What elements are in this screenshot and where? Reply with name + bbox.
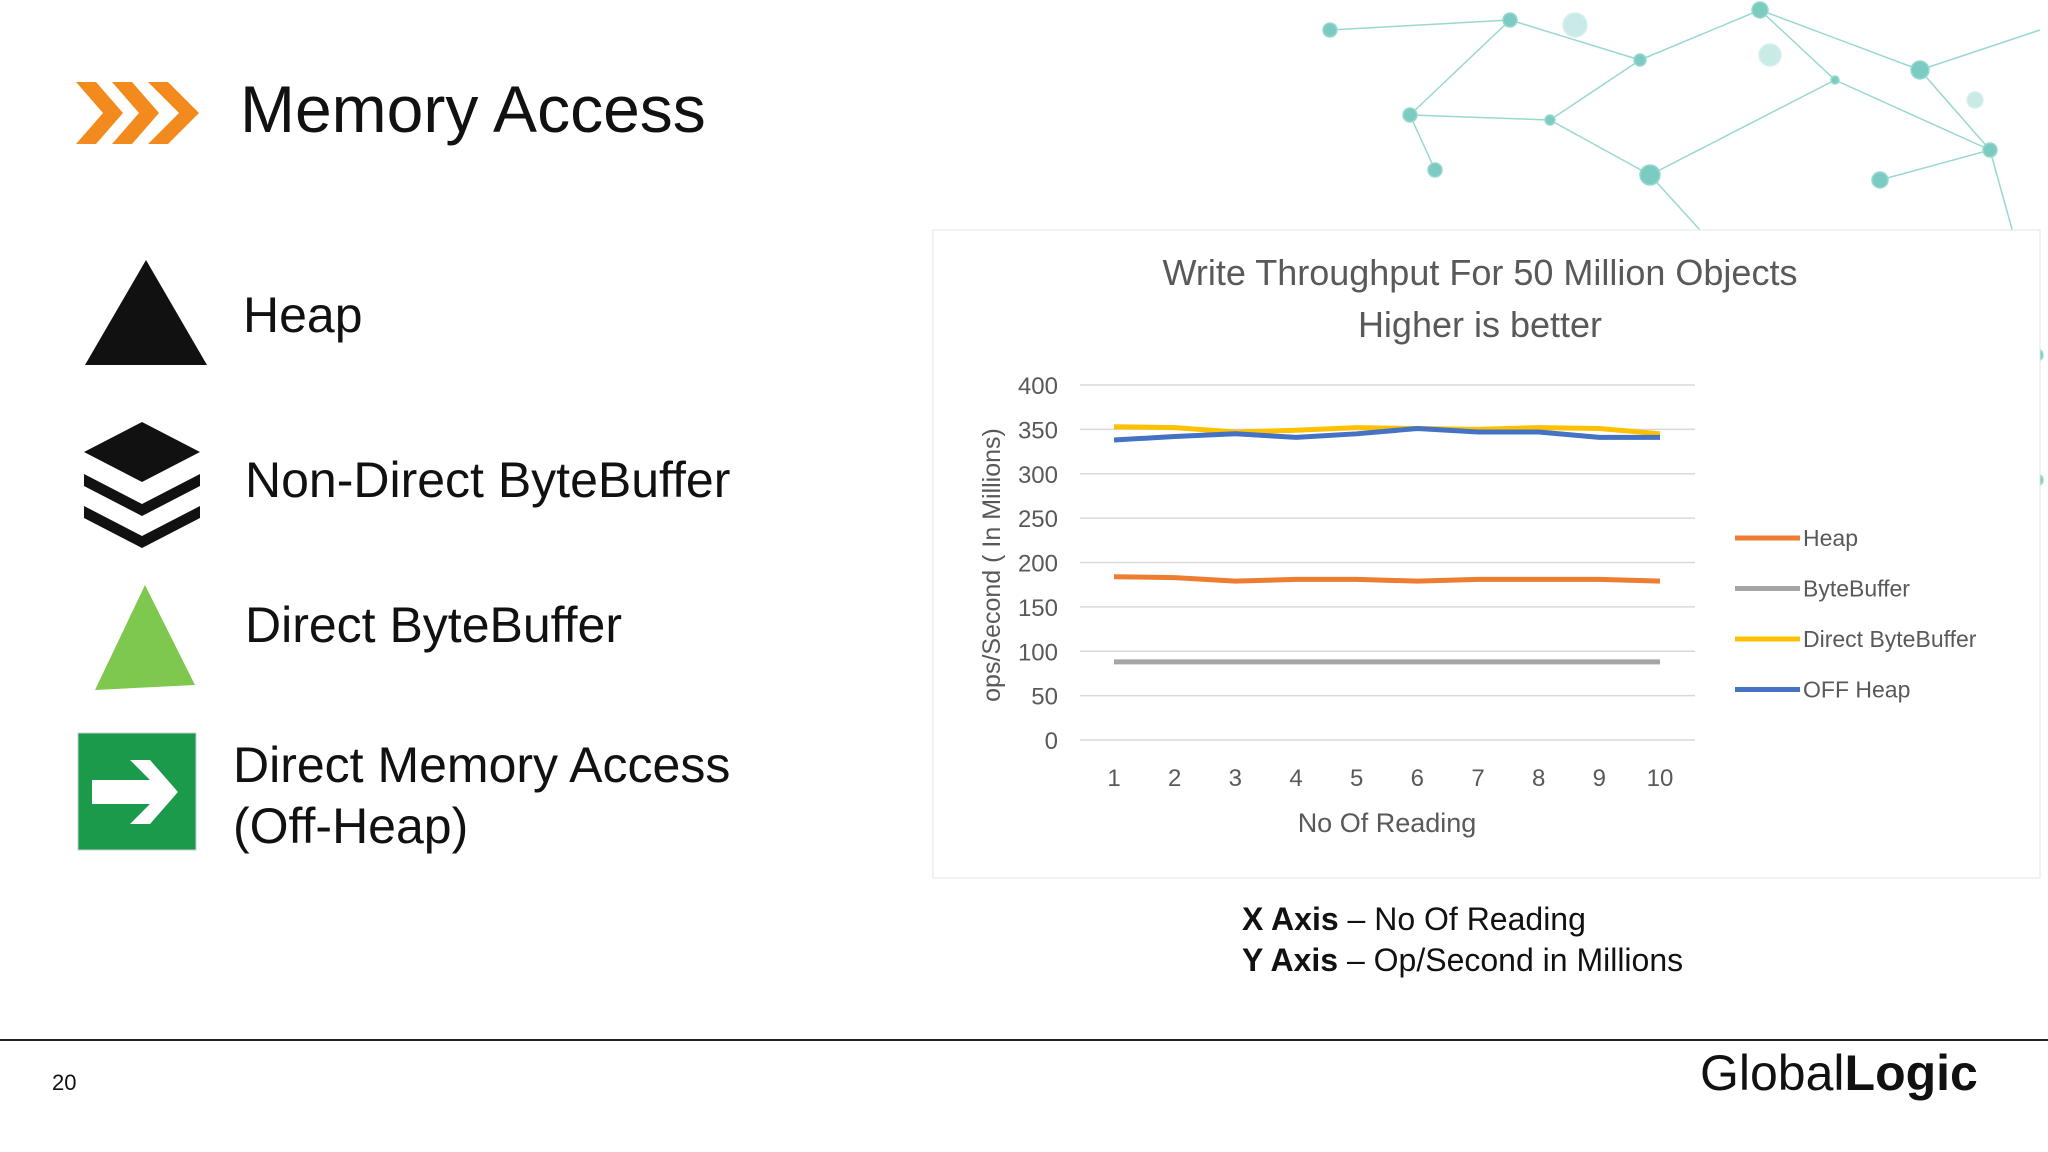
legend-label: Heap: [1803, 525, 1858, 551]
page-number: 20: [52, 1070, 76, 1095]
x-tick-label: 10: [1647, 765, 1674, 792]
y-tick-label: 250: [1018, 506, 1058, 533]
x-tick-label: 3: [1229, 765, 1242, 792]
y-tick-label: 200: [1018, 551, 1058, 578]
y-tick-label: 0: [1045, 728, 1058, 755]
legend-label: ByteBuffer: [1803, 576, 1910, 602]
note: Y Axis – Op/Second in Millions: [1242, 942, 1683, 978]
y-tick-label: 150: [1018, 595, 1058, 622]
item-label: (Off-Heap): [233, 798, 468, 854]
y-tick-label: 400: [1018, 373, 1058, 400]
series-line: [1113, 425, 1660, 443]
x-tick-label: 5: [1350, 765, 1363, 792]
series-line: [1113, 424, 1661, 437]
item-label: Direct Memory Access: [233, 737, 730, 793]
y-tick-label: 50: [1031, 684, 1058, 711]
y-tick-label: 100: [1018, 639, 1058, 666]
pyramid-icon: [85, 260, 207, 365]
note-label: X Axis: [1242, 901, 1339, 937]
note-text: – No Of Reading: [1339, 901, 1586, 937]
x-tick-label: 4: [1289, 765, 1302, 792]
binary-icon: [95, 585, 195, 690]
y-tick-label: 300: [1018, 462, 1058, 489]
chevron-icon: [76, 82, 199, 144]
x-tick-label: 1: [1107, 765, 1120, 792]
y-axis-label: ops/Second ( In Millions): [978, 428, 1006, 702]
chart-title: Write Throughput For 50 Million Objects: [1163, 252, 1798, 293]
layers-icon: [84, 422, 200, 548]
note: X Axis – No Of Reading: [1242, 901, 1586, 937]
legend-label: Direct ByteBuffer: [1803, 626, 1977, 652]
legend-label: OFF Heap: [1803, 677, 1910, 703]
y-tick-label: 350: [1018, 417, 1058, 444]
chart-panel: [932, 229, 2041, 879]
x-tick-label: 8: [1532, 765, 1545, 792]
item-label: Heap: [243, 287, 363, 343]
series-line: [1113, 574, 1661, 584]
arrow-glyph: [92, 760, 178, 824]
x-tick-label: 6: [1411, 765, 1424, 792]
x-axis-label: No Of Reading: [1298, 808, 1477, 838]
slide-title: Memory Access: [240, 72, 706, 146]
x-tick-label: 7: [1471, 765, 1484, 792]
logo: GlobalLogic: [1700, 1045, 1978, 1101]
note-label: Y Axis: [1242, 942, 1338, 978]
x-tick-label: 2: [1168, 765, 1181, 792]
x-tick-label: 9: [1593, 765, 1606, 792]
logo-light: Global: [1700, 1045, 1845, 1101]
note-text: – Op/Second in Millions: [1338, 942, 1683, 978]
item-label: Direct ByteBuffer: [245, 597, 622, 653]
item-label: Non-Direct ByteBuffer: [245, 452, 730, 508]
logo-bold: Logic: [1845, 1045, 1978, 1101]
chart-subtitle: Higher is better: [1358, 304, 1602, 345]
